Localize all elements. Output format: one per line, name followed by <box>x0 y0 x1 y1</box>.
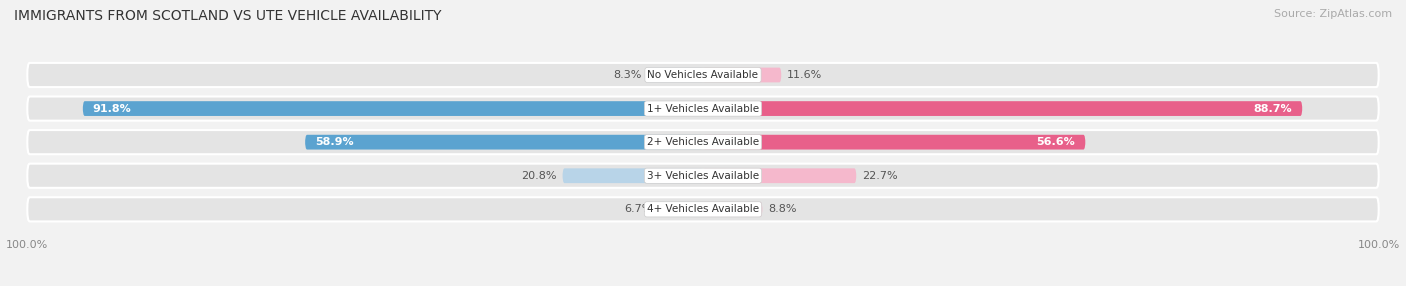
Text: 20.8%: 20.8% <box>522 171 557 181</box>
Text: 3+ Vehicles Available: 3+ Vehicles Available <box>647 171 759 181</box>
Text: 56.6%: 56.6% <box>1036 137 1076 147</box>
FancyBboxPatch shape <box>658 202 703 217</box>
FancyBboxPatch shape <box>703 67 782 82</box>
Text: IMMIGRANTS FROM SCOTLAND VS UTE VEHICLE AVAILABILITY: IMMIGRANTS FROM SCOTLAND VS UTE VEHICLE … <box>14 9 441 23</box>
Text: 11.6%: 11.6% <box>787 70 823 80</box>
FancyBboxPatch shape <box>27 96 1379 121</box>
FancyBboxPatch shape <box>83 101 703 116</box>
Text: 6.7%: 6.7% <box>624 204 652 214</box>
FancyBboxPatch shape <box>27 197 1379 221</box>
Text: 22.7%: 22.7% <box>862 171 897 181</box>
FancyBboxPatch shape <box>27 130 1379 154</box>
FancyBboxPatch shape <box>703 135 1085 150</box>
FancyBboxPatch shape <box>305 135 703 150</box>
FancyBboxPatch shape <box>703 101 1302 116</box>
Text: 1+ Vehicles Available: 1+ Vehicles Available <box>647 104 759 114</box>
Text: Source: ZipAtlas.com: Source: ZipAtlas.com <box>1274 9 1392 19</box>
Text: 4+ Vehicles Available: 4+ Vehicles Available <box>647 204 759 214</box>
Text: 91.8%: 91.8% <box>93 104 132 114</box>
FancyBboxPatch shape <box>703 168 856 183</box>
FancyBboxPatch shape <box>562 168 703 183</box>
Text: No Vehicles Available: No Vehicles Available <box>648 70 758 80</box>
FancyBboxPatch shape <box>27 63 1379 87</box>
FancyBboxPatch shape <box>27 164 1379 188</box>
Text: 88.7%: 88.7% <box>1254 104 1292 114</box>
Text: 8.8%: 8.8% <box>768 204 796 214</box>
Text: 58.9%: 58.9% <box>315 137 354 147</box>
Text: 8.3%: 8.3% <box>613 70 641 80</box>
FancyBboxPatch shape <box>703 202 762 217</box>
Text: 2+ Vehicles Available: 2+ Vehicles Available <box>647 137 759 147</box>
FancyBboxPatch shape <box>647 67 703 82</box>
